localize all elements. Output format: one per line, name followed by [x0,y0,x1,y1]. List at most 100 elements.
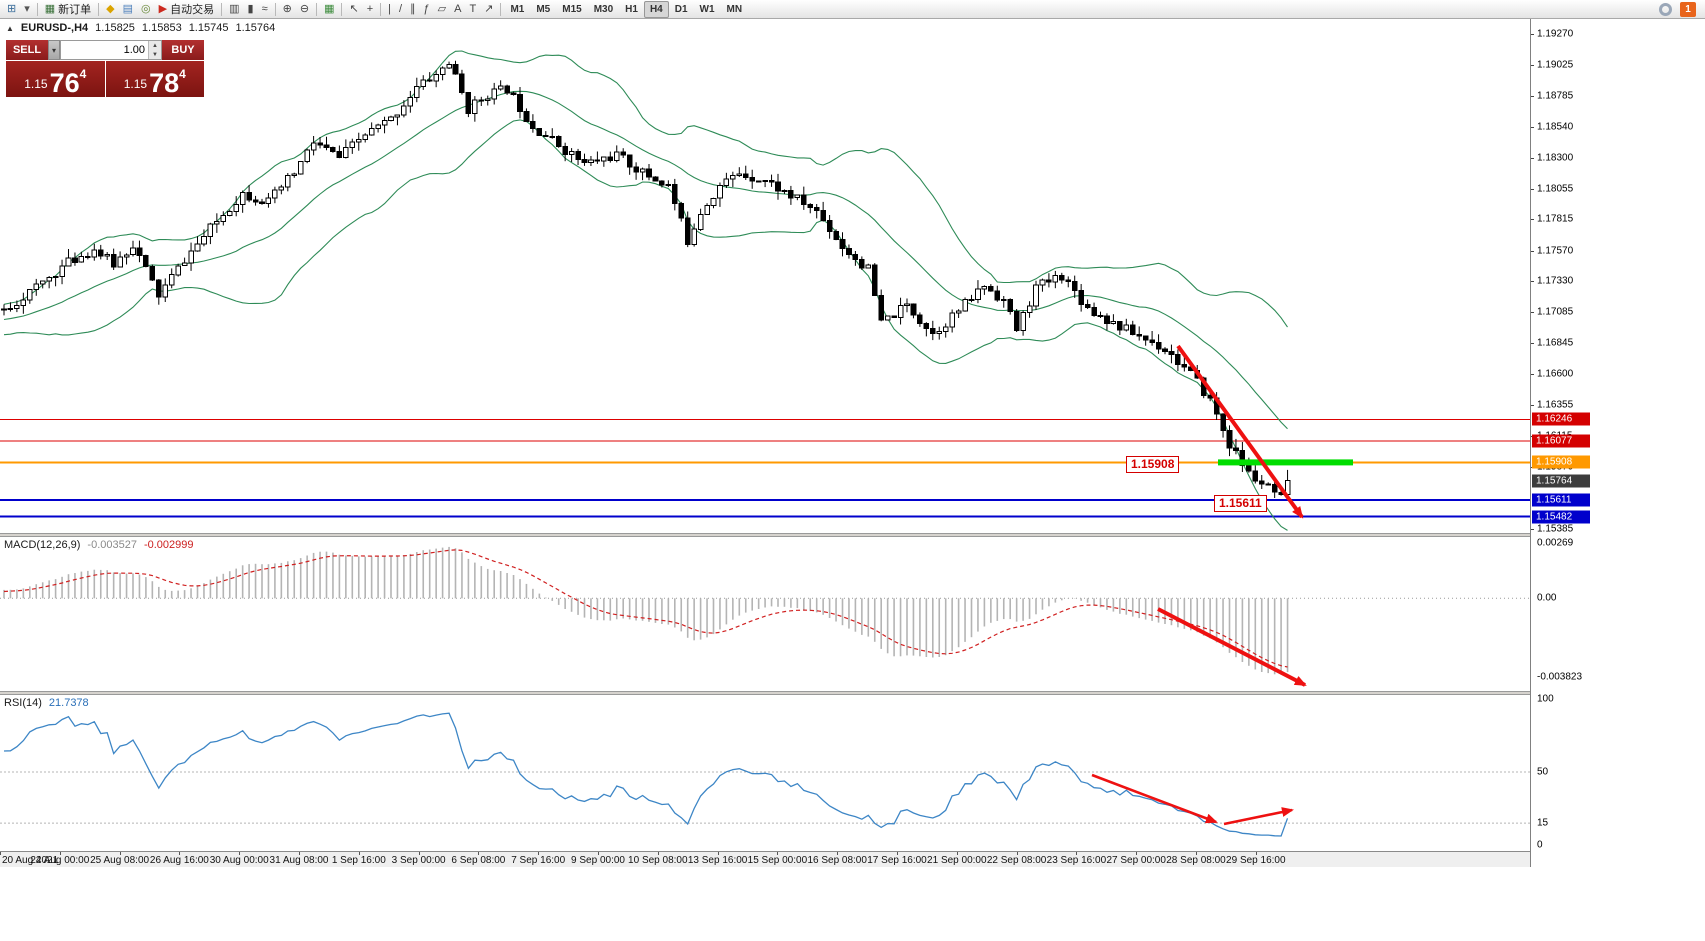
toolbar-separator [221,2,223,16]
time-label: 6 Sep 08:00 [451,855,506,866]
volume-down-icon[interactable]: ▼ [149,50,161,59]
price-chart-canvas[interactable] [0,19,1530,533]
rsi-canvas[interactable] [0,695,1530,851]
price-tick-label: 1.16845 [1537,337,1574,349]
tile-windows-icon: ▦ [324,2,335,15]
volume-value[interactable]: 1.00 [123,44,145,56]
new-order-button[interactable]: ▦ 新订单 [41,1,95,18]
arrows-button[interactable]: ↗ [480,1,497,18]
vertical-line-icon: | [388,2,391,15]
macd-canvas[interactable] [0,537,1530,691]
macd-histogram[interactable] [3,546,1289,675]
new-chart-button[interactable]: ⊞ [3,1,20,18]
text-button[interactable]: A [450,1,465,18]
time-label: 31 Aug 08:00 [269,855,329,866]
sell-label-button[interactable]: SELL [6,40,48,60]
fibonacci-button[interactable]: ƒ [420,1,434,18]
timeframe-d1-button[interactable]: D1 [674,3,688,15]
text-icon: A [454,2,462,15]
trade-settings-caret-icon[interactable]: ▾ [48,40,60,60]
time-tick-mark [717,852,719,855]
green-level-segment[interactable] [1218,459,1353,466]
candle-chart-type-button[interactable]: ▮ [244,1,258,18]
timeframe-m1-button[interactable]: M1 [510,3,525,15]
rsi-arrow-1[interactable] [1091,773,1218,824]
volume-input[interactable]: 1.00 ▲ ▼ [60,40,162,60]
notifications-badge[interactable]: 1 [1680,1,1696,17]
ohlc-low: 1.15745 [188,22,229,34]
panel-splitter[interactable] [0,533,1530,537]
macd-signal-line[interactable] [3,549,1288,668]
timeframe-mn-button[interactable]: MN [726,3,743,15]
rsi-line[interactable] [3,712,1289,837]
time-tick-mark [59,852,61,855]
rsi-arrow-2[interactable] [1223,807,1294,826]
time-label: 21 Sep 00:00 [927,855,987,866]
sell-price-button[interactable]: 1.15 76 4 [6,61,105,97]
cursor-button[interactable]: ↖ [345,1,362,18]
timeframe-m5-button[interactable]: M5 [536,3,551,15]
time-tick-mark [657,852,659,855]
price-tick-label: 1.17330 [1537,275,1574,287]
autotrading-button[interactable]: ▶ 自动交易 [155,1,218,18]
time-axis[interactable]: 20 Aug 2021 24 Aug 00:00 25 Aug 08:00 26 Au… [0,851,1530,867]
zoom-in-button[interactable]: ⊕ [279,1,296,18]
timeframe-h1-button[interactable]: H1 [625,3,638,15]
volume-up-icon[interactable]: ▲ [149,41,161,50]
vertical-line-button[interactable]: | [384,1,395,18]
time-tick-mark [1076,852,1078,855]
line-chart-type-button[interactable]: ≈ [258,1,272,18]
downtrend-arrow[interactable] [1176,344,1304,519]
price-callout-1.15908[interactable]: 1.15908 [1126,456,1180,473]
candles-layer[interactable] [1,60,1291,498]
time-tick-mark [598,852,599,855]
macd-down-arrow[interactable] [1157,607,1307,687]
timeframe-m15-button[interactable]: M15 [562,3,582,15]
price-tick-mark [1531,34,1534,35]
ohlc-open: 1.15825 [95,22,135,34]
ohlc-close: 1.15764 [235,22,276,34]
text-label-button[interactable]: T [465,1,480,18]
buy-label-button[interactable]: BUY [162,40,204,60]
price-axis[interactable]: 1.19270 1.19025 1.18785 1.18540 1.18300 1.180… [1530,19,1594,867]
price-tick-label: 1.16600 [1537,368,1574,380]
timeframe-h4-button[interactable]: H4 [643,0,669,18]
profiles-button[interactable]: ▾ [20,1,34,18]
tile-windows-button[interactable]: ▦ [320,1,338,18]
crosshair-icon: + [366,2,374,15]
community-icon[interactable] [1659,2,1672,16]
fibonacci-icon: ƒ [423,2,430,15]
price-tick-mark [1531,127,1534,128]
macd-axis-label: 0.00269 [1537,537,1574,549]
sell-price-big: 76 [49,68,80,99]
time-tick-mark [0,852,1,855]
bar-chart-type-icon: ▥ [229,2,240,15]
zoom-out-button[interactable]: ⊖ [296,1,313,18]
panel-splitter[interactable] [0,691,1530,695]
data-window-button[interactable]: ▤ [119,1,137,18]
price-callout-1.15611[interactable]: 1.15611 [1214,495,1267,512]
collapse-panel-icon[interactable]: ▲ [6,23,14,33]
channel-button[interactable]: ∥ [406,1,420,18]
price-tick-label: 1.19270 [1537,28,1574,40]
buy-price-pipette: 4 [179,67,186,81]
mql-wizard-button[interactable]: ◆ [102,1,118,18]
new-chart-icon: ⊞ [7,2,17,15]
one-click-trading-panel: SELL ▾ 1.00 ▲ ▼ BUY 1.15 76 4 1.15 78 4 [6,40,204,97]
ohlc-high: 1.15853 [141,22,182,34]
bollinger-middle-band[interactable] [3,90,1288,430]
timeframe-m30-button[interactable]: M30 [593,3,614,15]
timeframe-w1-button[interactable]: W1 [699,3,715,15]
buy-price-button[interactable]: 1.15 78 4 [105,61,204,97]
bar-chart-type-button[interactable]: ▥ [225,1,243,18]
bollinger-lower-band[interactable] [3,119,1288,531]
time-label: 15 Sep 00:00 [747,855,808,866]
volume-stepper[interactable]: ▲ ▼ [148,41,161,59]
strategy-tester-button[interactable]: ◎ [137,1,155,18]
trendline-button[interactable]: / [395,1,406,18]
bollinger-upper-band[interactable] [3,50,1288,328]
zoom-out-icon: ⊖ [299,2,310,15]
shapes-button[interactable]: ▱ [434,1,450,18]
crosshair-button[interactable]: + [363,1,377,18]
